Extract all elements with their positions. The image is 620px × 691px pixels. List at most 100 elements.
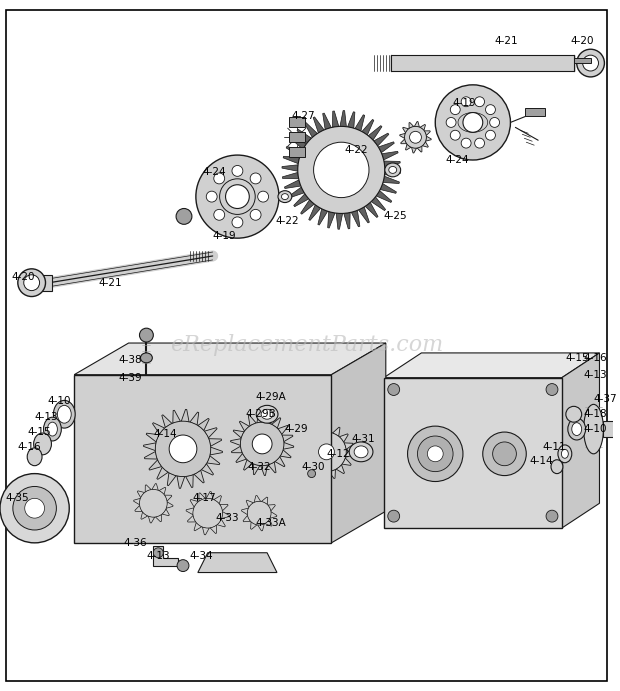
Circle shape (252, 434, 272, 454)
Polygon shape (382, 151, 398, 160)
Text: 4-39: 4-39 (118, 372, 143, 383)
Polygon shape (214, 495, 221, 504)
Polygon shape (202, 527, 210, 535)
Polygon shape (562, 353, 600, 528)
Polygon shape (332, 343, 386, 543)
Polygon shape (344, 443, 353, 450)
Polygon shape (264, 413, 271, 424)
Polygon shape (149, 460, 162, 470)
Polygon shape (302, 438, 311, 446)
Polygon shape (414, 122, 419, 127)
Polygon shape (159, 487, 166, 495)
Ellipse shape (561, 449, 569, 458)
Circle shape (388, 384, 400, 395)
Polygon shape (412, 147, 417, 153)
Circle shape (450, 131, 460, 140)
Polygon shape (167, 473, 176, 486)
Polygon shape (328, 211, 335, 228)
Polygon shape (368, 126, 382, 140)
Polygon shape (233, 430, 244, 438)
Circle shape (153, 548, 163, 558)
Polygon shape (309, 430, 317, 439)
Circle shape (485, 131, 495, 140)
Polygon shape (206, 491, 213, 500)
Circle shape (177, 560, 189, 571)
Circle shape (435, 85, 510, 160)
Polygon shape (231, 446, 242, 453)
Text: 4-38: 4-38 (118, 355, 143, 365)
Polygon shape (288, 187, 304, 198)
Polygon shape (246, 500, 254, 507)
Ellipse shape (278, 191, 292, 202)
Polygon shape (400, 133, 405, 138)
Ellipse shape (48, 422, 58, 436)
Circle shape (298, 126, 385, 214)
Circle shape (206, 191, 217, 202)
Polygon shape (374, 133, 389, 146)
Polygon shape (210, 525, 216, 533)
Polygon shape (300, 454, 309, 461)
Circle shape (475, 138, 484, 148)
Polygon shape (173, 410, 180, 423)
Circle shape (18, 269, 45, 296)
Polygon shape (283, 442, 294, 449)
Polygon shape (358, 207, 370, 223)
Text: 4-25: 4-25 (384, 211, 407, 221)
Circle shape (546, 510, 558, 522)
Polygon shape (282, 172, 299, 179)
Ellipse shape (566, 406, 582, 422)
Ellipse shape (43, 417, 61, 441)
Ellipse shape (583, 404, 603, 454)
Polygon shape (144, 451, 157, 459)
Circle shape (388, 510, 400, 522)
Polygon shape (156, 515, 161, 522)
Text: 4-16: 4-16 (583, 353, 607, 363)
Polygon shape (339, 434, 348, 442)
Polygon shape (384, 353, 600, 378)
Text: 4-11: 4-11 (542, 442, 565, 452)
Circle shape (214, 173, 224, 184)
Circle shape (493, 442, 516, 466)
Polygon shape (275, 457, 285, 466)
Polygon shape (365, 202, 378, 218)
Polygon shape (309, 205, 321, 220)
Circle shape (250, 173, 261, 184)
Polygon shape (221, 511, 229, 518)
Polygon shape (294, 193, 309, 207)
Polygon shape (401, 139, 407, 144)
Text: 4-21: 4-21 (495, 37, 518, 46)
Polygon shape (409, 122, 414, 129)
Circle shape (219, 179, 255, 214)
Polygon shape (278, 426, 288, 435)
Polygon shape (205, 428, 217, 438)
Circle shape (427, 446, 443, 462)
Polygon shape (210, 447, 223, 455)
Polygon shape (417, 146, 422, 152)
Polygon shape (257, 413, 264, 423)
Polygon shape (207, 456, 220, 464)
Ellipse shape (349, 442, 373, 462)
Polygon shape (336, 213, 343, 229)
Ellipse shape (354, 446, 368, 457)
Polygon shape (137, 491, 144, 498)
Polygon shape (362, 120, 374, 135)
Polygon shape (248, 415, 256, 426)
Circle shape (140, 328, 153, 342)
Text: 4-29: 4-29 (285, 424, 309, 434)
Polygon shape (143, 443, 156, 451)
Circle shape (577, 49, 604, 77)
Circle shape (241, 422, 284, 466)
Polygon shape (242, 508, 249, 515)
Circle shape (258, 191, 268, 202)
Ellipse shape (551, 460, 563, 473)
Polygon shape (209, 439, 221, 446)
Polygon shape (272, 417, 281, 428)
Polygon shape (157, 467, 168, 480)
Polygon shape (384, 378, 562, 528)
Polygon shape (426, 136, 432, 141)
Polygon shape (383, 176, 399, 184)
Polygon shape (380, 184, 396, 193)
Text: 4-15: 4-15 (566, 353, 590, 363)
Polygon shape (384, 169, 401, 175)
Polygon shape (282, 164, 298, 171)
